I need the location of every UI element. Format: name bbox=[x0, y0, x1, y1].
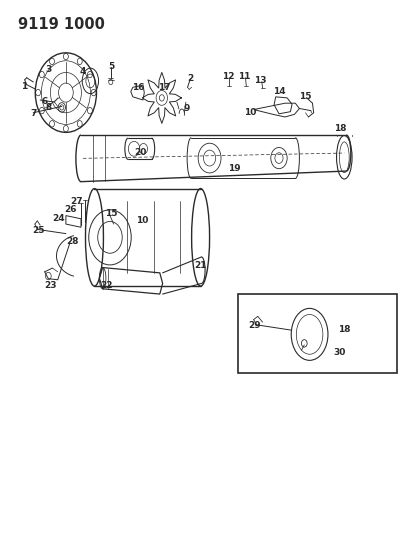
Text: 18: 18 bbox=[334, 124, 346, 133]
Text: 29: 29 bbox=[248, 321, 261, 330]
Text: 23: 23 bbox=[44, 280, 57, 289]
Text: 14: 14 bbox=[272, 87, 285, 96]
Text: 1: 1 bbox=[21, 82, 27, 91]
Text: 15: 15 bbox=[299, 92, 312, 101]
Text: 13: 13 bbox=[254, 76, 267, 85]
Text: 30: 30 bbox=[333, 348, 346, 357]
Text: 25: 25 bbox=[32, 226, 44, 235]
Text: 10: 10 bbox=[244, 108, 256, 117]
Text: 22: 22 bbox=[100, 280, 113, 289]
Text: 12: 12 bbox=[222, 72, 234, 81]
Text: 9: 9 bbox=[184, 104, 190, 113]
Text: 18: 18 bbox=[338, 325, 351, 334]
Text: 21: 21 bbox=[194, 261, 207, 270]
Text: 9119 1000: 9119 1000 bbox=[18, 17, 104, 33]
Text: 3: 3 bbox=[45, 64, 51, 74]
Text: 5: 5 bbox=[109, 62, 115, 70]
Text: 26: 26 bbox=[65, 205, 77, 214]
Text: 15: 15 bbox=[105, 209, 118, 218]
Text: 2: 2 bbox=[187, 74, 193, 83]
Text: 11: 11 bbox=[238, 72, 251, 81]
Text: 4: 4 bbox=[80, 67, 86, 76]
Text: 16: 16 bbox=[132, 83, 144, 92]
Text: 6: 6 bbox=[41, 96, 47, 106]
Bar bbox=[238, 294, 397, 373]
Text: 17: 17 bbox=[158, 83, 171, 92]
Text: 7: 7 bbox=[31, 109, 37, 118]
Text: 28: 28 bbox=[66, 237, 78, 246]
Text: 27: 27 bbox=[71, 197, 83, 206]
Text: 10: 10 bbox=[136, 216, 148, 225]
Text: 8: 8 bbox=[45, 103, 51, 112]
Text: 20: 20 bbox=[134, 148, 146, 157]
Text: 19: 19 bbox=[228, 164, 240, 173]
Text: 24: 24 bbox=[52, 214, 65, 223]
